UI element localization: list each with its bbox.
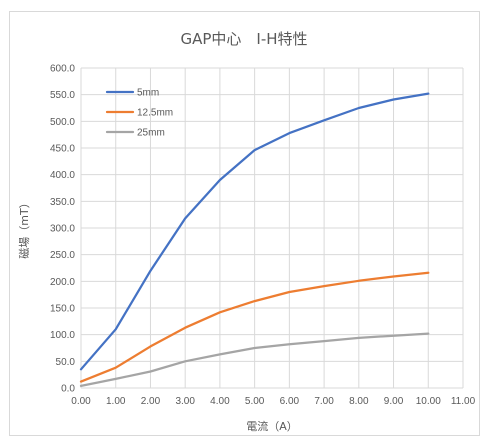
x-tick-label: 4.00 xyxy=(210,396,230,407)
data-point xyxy=(148,369,152,373)
data-point xyxy=(252,148,256,152)
data-point xyxy=(183,359,187,363)
data-point xyxy=(357,336,361,340)
data-point xyxy=(322,284,326,288)
series-line-5mm[interactable] xyxy=(79,92,430,371)
x-tick-label: 5.00 xyxy=(245,396,265,407)
data-point xyxy=(322,339,326,343)
data-point xyxy=(252,346,256,350)
legend-label: 5mm xyxy=(137,88,159,99)
y-tick-label: 350.0 xyxy=(50,197,75,208)
legend-label: 25mm xyxy=(137,128,165,139)
data-point xyxy=(114,327,118,331)
data-point xyxy=(357,279,361,283)
data-point xyxy=(148,344,152,348)
data-point xyxy=(357,106,361,110)
data-point xyxy=(252,299,256,303)
data-point xyxy=(287,131,291,135)
y-tick-label: 550.0 xyxy=(50,90,75,101)
data-point xyxy=(426,91,430,95)
x-tick-label: 1.00 xyxy=(106,396,126,407)
data-point xyxy=(148,268,152,272)
y-tick-label: 200.0 xyxy=(50,277,75,288)
y-tick-label: 300.0 xyxy=(50,224,75,235)
series-line-12.5mm[interactable] xyxy=(79,271,430,383)
y-tick-label: 450.0 xyxy=(50,144,75,155)
x-tick-label: 10.00 xyxy=(416,396,441,407)
data-point xyxy=(183,216,187,220)
x-tick-label: 11.00 xyxy=(451,396,476,407)
data-point xyxy=(426,331,430,335)
data-point xyxy=(391,274,395,278)
y-tick-label: 400.0 xyxy=(50,170,75,181)
data-point xyxy=(183,326,187,330)
chart-title: GAP中心 I-H特性 xyxy=(180,30,307,48)
y-tick-label: 600.0 xyxy=(50,64,75,75)
y-tick-label: 100.0 xyxy=(50,330,75,341)
data-point xyxy=(79,367,83,371)
data-point xyxy=(218,352,222,356)
legend-label: 12.5mm xyxy=(137,108,173,119)
x-axis-title: 電流（A） xyxy=(246,419,298,433)
chart-area[interactable] xyxy=(9,11,480,436)
data-point xyxy=(79,384,83,388)
y-tick-label: 0.0 xyxy=(61,384,75,395)
data-point xyxy=(391,334,395,338)
x-tick-label: 6.00 xyxy=(280,396,300,407)
data-point xyxy=(79,379,83,383)
data-point xyxy=(391,97,395,101)
x-tick-label: 8.00 xyxy=(349,396,369,407)
data-point xyxy=(218,178,222,182)
data-point xyxy=(426,271,430,275)
y-tick-label: 150.0 xyxy=(50,304,75,315)
data-point xyxy=(114,377,118,381)
data-point xyxy=(322,118,326,122)
y-tick-label: 250.0 xyxy=(50,250,75,261)
data-point xyxy=(287,290,291,294)
data-point xyxy=(218,310,222,314)
x-tick-label: 0.00 xyxy=(71,396,91,407)
y-tick-label: 50.0 xyxy=(56,357,76,368)
series-line-25mm[interactable] xyxy=(79,332,430,388)
data-point xyxy=(114,366,118,370)
x-tick-label: 9.00 xyxy=(384,396,404,407)
x-tick-label: 3.00 xyxy=(175,396,195,407)
x-tick-label: 7.00 xyxy=(314,396,334,407)
x-tick-label: 2.00 xyxy=(141,396,161,407)
data-point xyxy=(287,342,291,346)
y-tick-label: 500.0 xyxy=(50,117,75,128)
y-axis-title: 磁場（mT） xyxy=(18,197,31,258)
